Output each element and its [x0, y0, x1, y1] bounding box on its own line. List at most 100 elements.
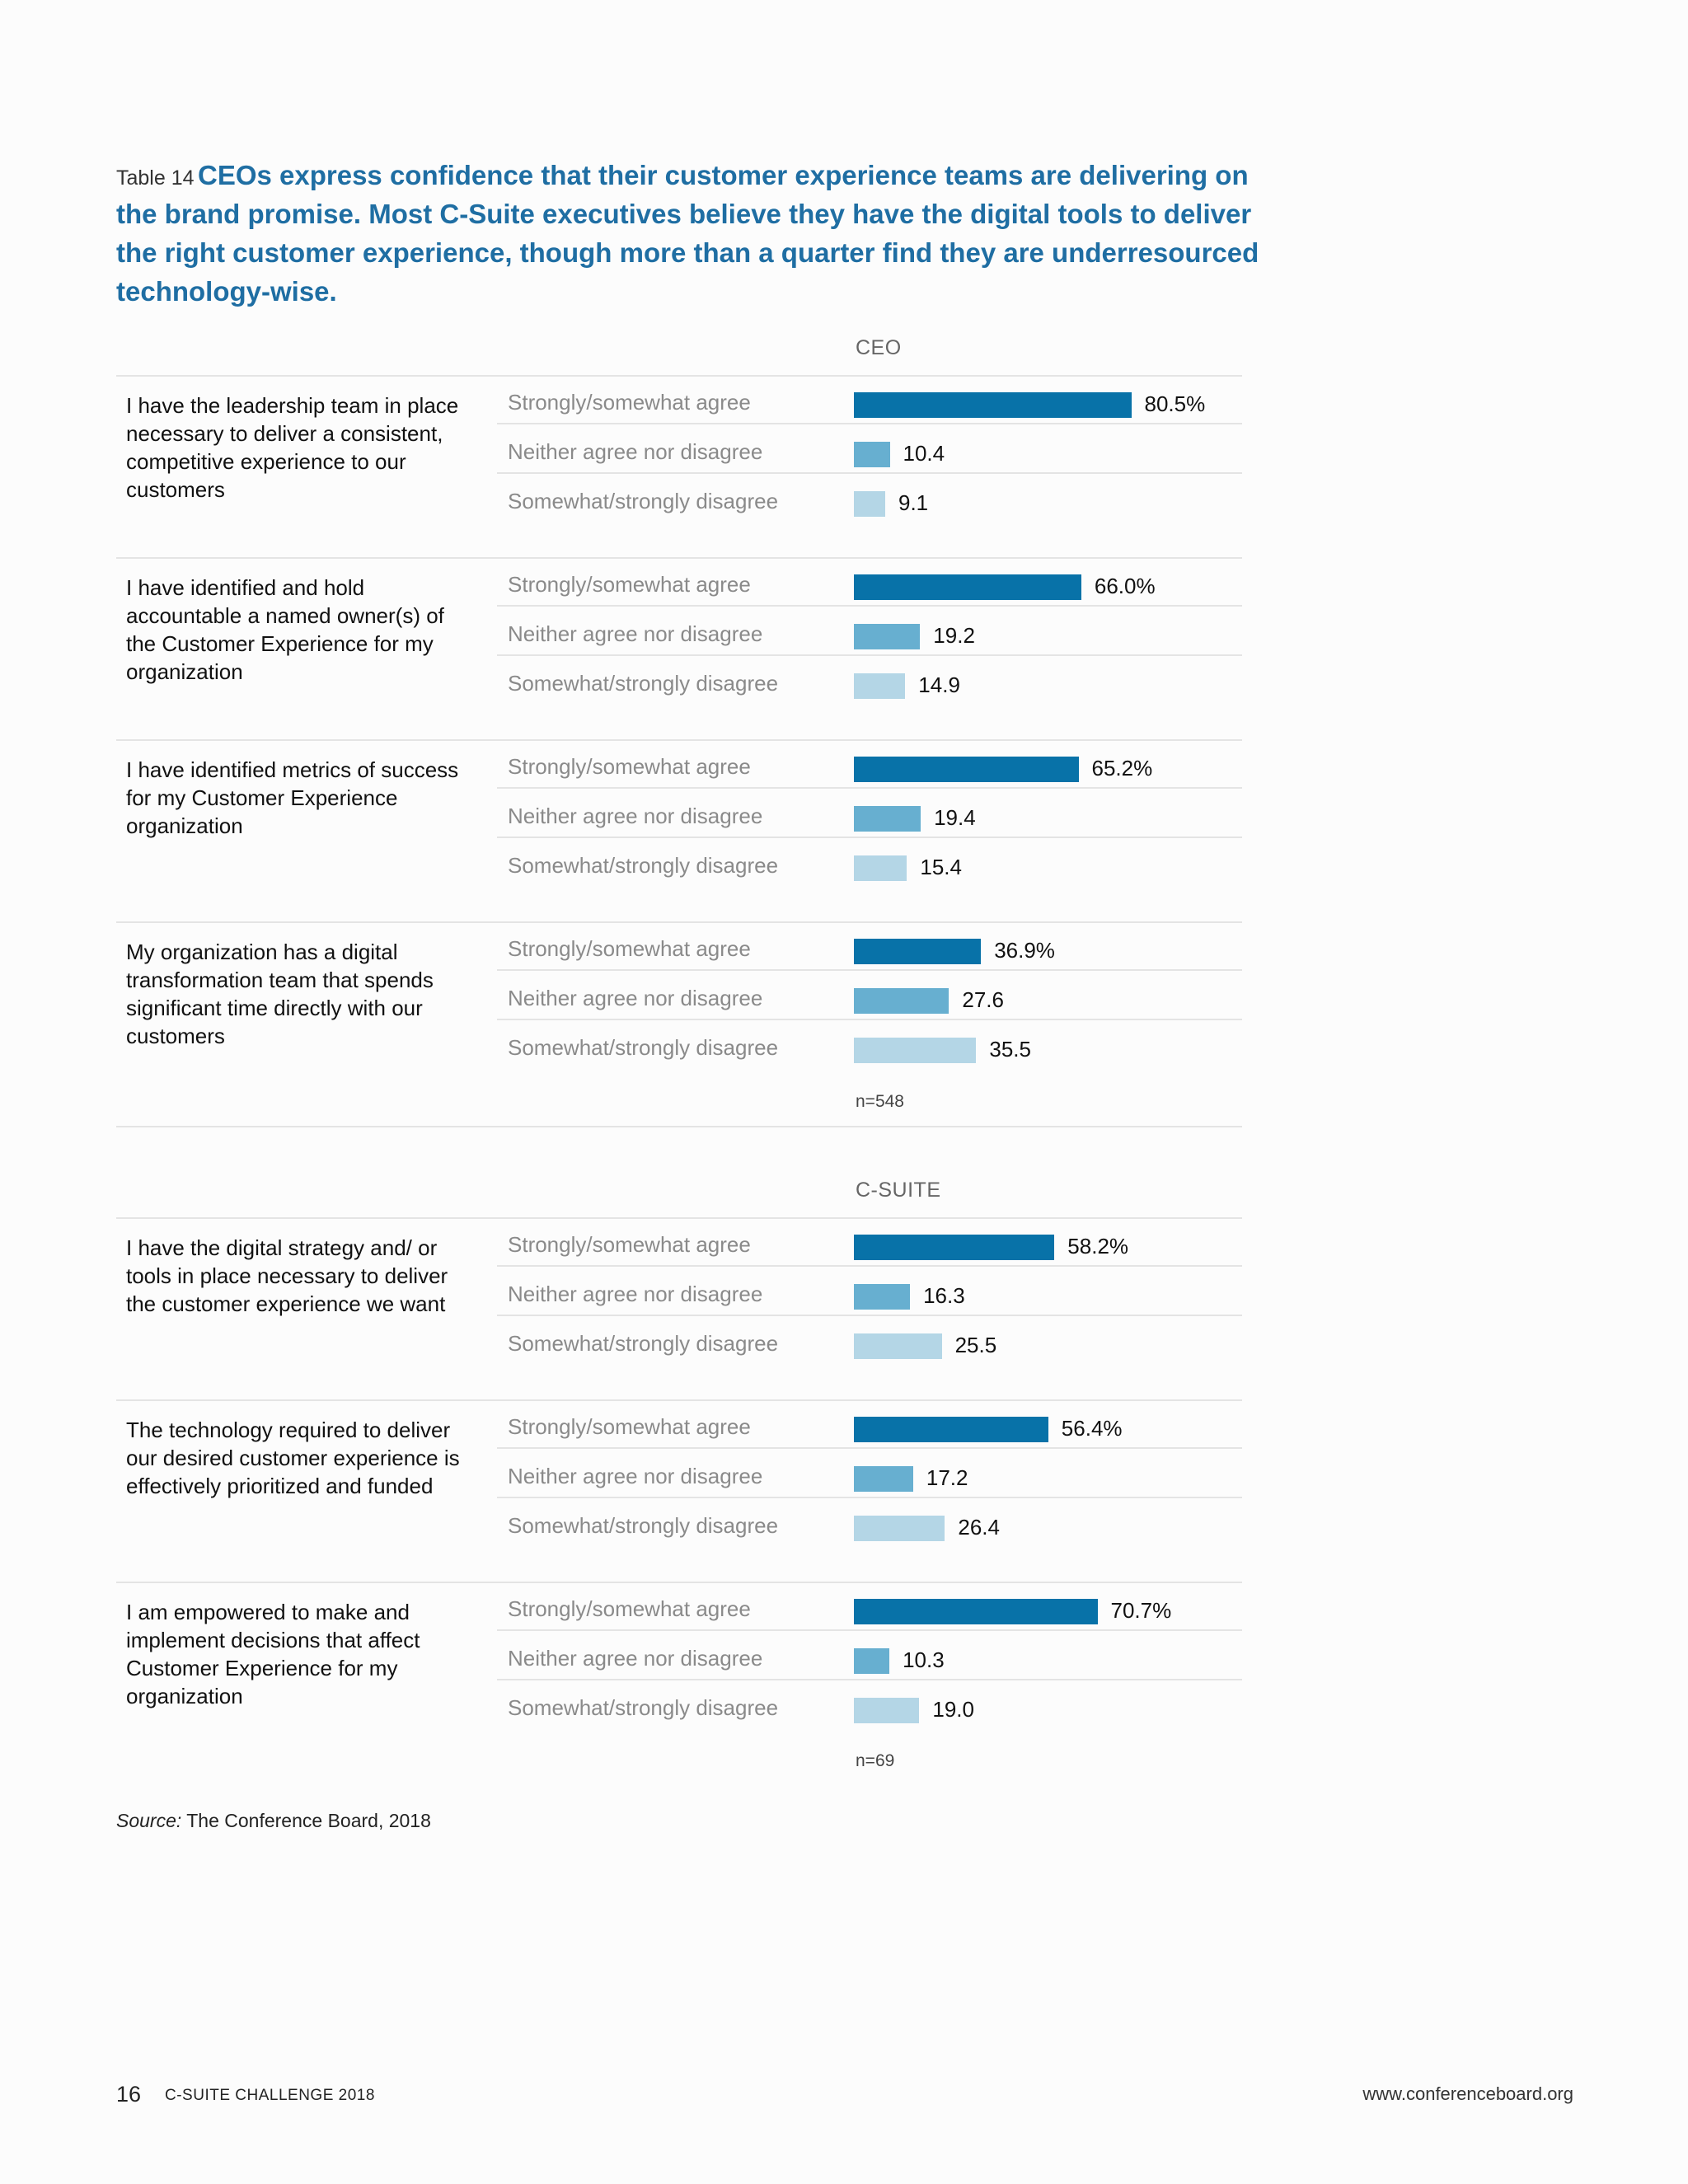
- data-label: 27.6: [962, 987, 1004, 1012]
- response-label: Neither agree nor disagree: [508, 1464, 763, 1488]
- bar: [854, 1648, 890, 1674]
- section-top-rule: [116, 1217, 1242, 1219]
- row-divider: [497, 654, 1242, 656]
- sample-size-label: n=69: [856, 1751, 895, 1770]
- row-divider: [497, 787, 1242, 789]
- response-label: Neither agree nor disagree: [508, 1646, 763, 1671]
- sample-size-label: n=548: [856, 1092, 904, 1111]
- response-label: Somewhat/strongly disagree: [508, 853, 779, 878]
- response-label: Strongly/somewhat agree: [508, 1596, 751, 1621]
- bar: [854, 1038, 977, 1063]
- data-label: 26.4: [958, 1515, 1000, 1540]
- table-title: CEOs express confidence that their custo…: [116, 160, 1259, 307]
- bar: [854, 1284, 911, 1310]
- bar: [854, 1698, 920, 1723]
- data-label: 9.1: [898, 490, 929, 515]
- response-label: Somewhat/strongly disagree: [508, 1331, 779, 1356]
- statement-label: I have identified metrics of success for…: [126, 757, 459, 838]
- source-note: Source: The Conference Board, 2018: [116, 1810, 431, 1832]
- group-divider: [116, 557, 1242, 559]
- response-label: Somewhat/strongly disagree: [508, 671, 779, 696]
- row-divider: [497, 837, 1242, 838]
- data-label: 70.7%: [1110, 1598, 1172, 1623]
- row-divider: [497, 969, 1242, 971]
- source-text: The Conference Board, 2018: [186, 1810, 431, 1831]
- response-label: Somewhat/strongly disagree: [508, 1695, 779, 1720]
- bar: [854, 1599, 1098, 1624]
- row-divider: [497, 1629, 1242, 1631]
- response-label: Somewhat/strongly disagree: [508, 1035, 779, 1060]
- response-label: Neither agree nor disagree: [508, 986, 763, 1010]
- row-divider: [497, 1019, 1242, 1020]
- response-label: Somewhat/strongly disagree: [508, 1513, 779, 1538]
- group-divider: [116, 739, 1242, 741]
- row-divider: [497, 1265, 1242, 1267]
- bar: [854, 855, 907, 881]
- page-number: 16: [116, 2082, 142, 2107]
- group-divider: [116, 1399, 1242, 1401]
- response-label: Somewhat/strongly disagree: [508, 489, 779, 513]
- statement-label: I am empowered to make and implement dec…: [126, 1600, 420, 1708]
- response-label: Strongly/somewhat agree: [508, 572, 751, 597]
- data-label: 58.2%: [1067, 1234, 1129, 1258]
- response-label: Neither agree nor disagree: [508, 1282, 763, 1306]
- website-url: www.conferenceboard.org: [1362, 2083, 1573, 2104]
- section-bottom-rule: [116, 1126, 1242, 1127]
- bar: [854, 1516, 945, 1541]
- row-divider: [497, 1447, 1242, 1449]
- data-label: 35.5: [989, 1037, 1031, 1062]
- data-label: 19.0: [932, 1697, 974, 1722]
- bar: [854, 673, 906, 699]
- data-label: 66.0%: [1094, 574, 1156, 598]
- statement-label: I have the leadership team in place nece…: [126, 393, 459, 502]
- bar: [854, 939, 982, 964]
- row-divider: [497, 472, 1242, 474]
- response-label: Neither agree nor disagree: [508, 804, 763, 828]
- group-divider: [116, 1582, 1242, 1583]
- bar: [854, 806, 921, 832]
- data-label: 17.2: [926, 1465, 968, 1490]
- section-title: CEO: [856, 336, 902, 359]
- row-divider: [497, 605, 1242, 607]
- data-label: 14.9: [918, 673, 960, 697]
- data-label: 10.4: [903, 441, 945, 466]
- data-label: 25.5: [954, 1333, 997, 1357]
- data-label: 19.2: [933, 623, 975, 648]
- group-divider: [116, 921, 1242, 923]
- bar: [854, 442, 890, 467]
- response-label: Strongly/somewhat agree: [508, 1232, 751, 1257]
- bar: [854, 1333, 942, 1359]
- table-caption: Table 14 CEOs express confidence that th…: [116, 159, 1270, 314]
- bar: [854, 624, 921, 649]
- section-title: C-SUITE: [856, 1179, 941, 1202]
- bar: [854, 1466, 913, 1492]
- response-label: Strongly/somewhat agree: [508, 1414, 751, 1439]
- statement-label: I have identified and hold accountable a…: [126, 575, 444, 684]
- data-label: 15.4: [920, 855, 962, 879]
- statement-label: The technology required to deliver our d…: [126, 1418, 460, 1498]
- data-label: 56.4%: [1061, 1416, 1123, 1441]
- row-divider: [497, 1497, 1242, 1498]
- data-label: 10.3: [903, 1647, 945, 1672]
- bar: [854, 757, 1079, 782]
- statement-label: My organization has a digital transforma…: [126, 940, 434, 1048]
- response-label: Neither agree nor disagree: [508, 439, 763, 464]
- publication-name: C-SUITE CHALLENGE 2018: [165, 2087, 375, 2104]
- response-label: Neither agree nor disagree: [508, 621, 763, 646]
- response-label: Strongly/somewhat agree: [508, 390, 751, 415]
- bar: [854, 392, 1132, 418]
- bar: [854, 1235, 1055, 1260]
- data-label: 36.9%: [994, 938, 1055, 963]
- bar: [854, 491, 885, 517]
- statement-label: I have the digital strategy and/ or tool…: [126, 1235, 448, 1316]
- response-label: Strongly/somewhat agree: [508, 936, 751, 961]
- bar: [854, 1417, 1048, 1442]
- data-label: 19.4: [934, 805, 976, 830]
- row-divider: [497, 423, 1242, 424]
- source-label: Source:: [116, 1810, 182, 1831]
- table-number: Table 14: [116, 166, 195, 190]
- row-divider: [497, 1679, 1242, 1680]
- data-label: 16.3: [923, 1283, 965, 1308]
- data-label: 65.2%: [1091, 756, 1153, 780]
- response-label: Strongly/somewhat agree: [508, 754, 751, 779]
